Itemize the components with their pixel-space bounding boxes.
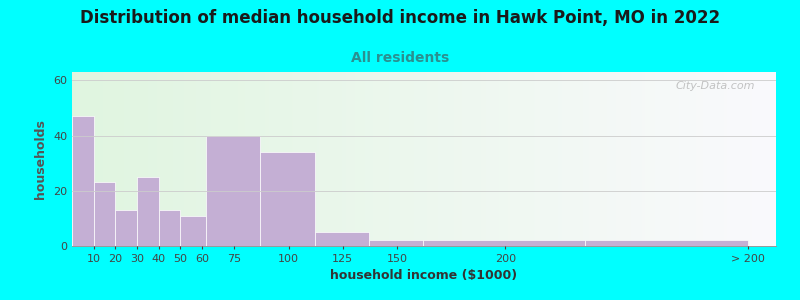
Bar	[423, 241, 586, 246]
Text: All residents: All residents	[351, 51, 449, 65]
Bar	[369, 241, 423, 246]
Bar	[261, 152, 314, 246]
Text: Distribution of median household income in Hawk Point, MO in 2022: Distribution of median household income …	[80, 9, 720, 27]
Bar	[586, 241, 748, 246]
Text: City-Data.com: City-Data.com	[675, 81, 755, 91]
Bar	[137, 177, 158, 246]
Bar	[180, 216, 206, 246]
Y-axis label: households: households	[34, 119, 47, 199]
Bar	[94, 182, 115, 246]
Bar	[314, 232, 369, 246]
Bar	[72, 116, 94, 246]
X-axis label: household income ($1000): household income ($1000)	[330, 269, 518, 282]
Bar	[206, 136, 261, 246]
Bar	[158, 210, 180, 246]
Bar	[115, 210, 137, 246]
